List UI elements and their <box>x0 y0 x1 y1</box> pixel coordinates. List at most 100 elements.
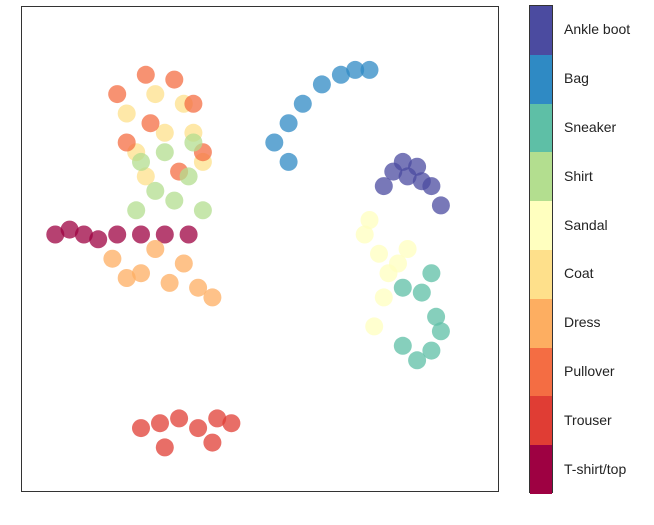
scatter-point <box>184 133 203 152</box>
colorbar-segment <box>530 396 552 446</box>
scatter-point <box>412 283 431 302</box>
colorbar-segment <box>530 152 552 202</box>
colorbar-segment <box>530 347 552 397</box>
scatter-point <box>146 240 165 258</box>
colorbar-label: Coat <box>564 265 594 282</box>
scatter-point <box>398 167 417 186</box>
scatter-point <box>108 225 127 244</box>
cluster <box>103 240 222 307</box>
cluster <box>46 220 198 249</box>
colorbar-segment <box>530 201 552 250</box>
scatter-point <box>117 133 136 152</box>
colorbar-segment <box>530 298 552 348</box>
scatter-point <box>160 273 179 292</box>
scatter-point <box>398 240 417 258</box>
scatter-point <box>60 220 79 239</box>
scatter-point <box>136 167 155 186</box>
scatter-point <box>193 201 212 220</box>
scatter-point <box>179 167 198 186</box>
colorbar-label: Sneaker <box>564 119 617 135</box>
scatter-point <box>132 225 150 244</box>
colorbar-label: T-shirt/top <box>564 460 627 477</box>
colorbar-label: Dress <box>564 314 601 331</box>
scatter-point <box>46 225 65 244</box>
scatter-point <box>146 181 165 200</box>
scatter-point <box>127 201 146 220</box>
scatter-point <box>170 409 189 428</box>
scatter-point <box>155 438 174 457</box>
scatter-point <box>222 414 241 433</box>
cluster <box>265 60 379 171</box>
scatter-point <box>370 244 388 263</box>
scatter-point <box>431 322 450 341</box>
scatter-svg <box>46 60 450 457</box>
scatter-point <box>208 409 227 428</box>
scatter-point <box>427 307 446 326</box>
scatter-point <box>74 225 93 244</box>
colorbar-segment <box>530 54 552 104</box>
scatter-point <box>155 143 174 162</box>
scatter-point <box>103 249 122 268</box>
scatter-point <box>331 65 350 84</box>
scatter-point <box>117 104 136 123</box>
colorbar-segment <box>530 103 552 153</box>
scatter-point <box>132 419 150 438</box>
colorbar-segment <box>530 6 552 55</box>
scatter-point <box>89 230 108 249</box>
scatter-point <box>146 85 165 104</box>
scatter-point <box>389 254 407 273</box>
scatter-point <box>279 152 298 171</box>
scatter-point <box>265 133 284 152</box>
scatter-point <box>184 94 203 113</box>
scatter-point <box>346 60 365 79</box>
scatter-point <box>312 75 331 94</box>
colorbar <box>529 5 553 494</box>
scatter-point <box>422 341 441 360</box>
scatter-point <box>374 288 393 307</box>
scatter-plot-area <box>21 6 499 492</box>
scatter-point <box>374 177 393 196</box>
scatter-point <box>360 60 379 79</box>
scatter-point <box>422 264 441 283</box>
scatter-point <box>203 288 222 307</box>
scatter-point <box>393 278 412 297</box>
scatter-point <box>108 85 127 104</box>
scatter-point <box>393 152 412 171</box>
scatter-point <box>165 70 184 89</box>
colorbar-label: Ankle boot <box>564 21 631 38</box>
scatter-point <box>408 351 427 370</box>
colorbar-label: Sandal <box>564 216 608 233</box>
cluster <box>374 152 450 215</box>
scatter-point <box>132 264 150 283</box>
cluster <box>393 264 450 370</box>
colorbar-label: Bag <box>564 70 589 87</box>
scatter-point <box>189 419 208 438</box>
scatter-point <box>174 254 193 273</box>
scatter-point <box>360 211 379 229</box>
scatter-point <box>132 152 150 171</box>
scatter-point <box>155 123 174 142</box>
scatter-point <box>365 317 384 336</box>
scatter-point <box>141 114 160 133</box>
cluster <box>355 211 417 336</box>
scatter-point <box>165 191 184 210</box>
scatter-point <box>393 336 412 355</box>
colorbar-segment <box>530 250 552 299</box>
scatter-point <box>117 269 136 287</box>
cluster <box>127 133 212 220</box>
scatter-point <box>293 94 312 113</box>
scatter-point <box>203 433 222 452</box>
scatter-point <box>179 225 198 244</box>
colorbar-segment <box>530 445 552 494</box>
scatter-point <box>136 65 155 84</box>
scatter-point <box>155 225 174 244</box>
scatter-point <box>412 172 431 191</box>
scatter-point <box>189 278 208 297</box>
colorbar-label: Pullover <box>564 363 615 379</box>
scatter-point <box>431 196 450 215</box>
scatter-point <box>355 225 374 244</box>
colorbar-label: Shirt <box>564 167 593 184</box>
scatter-point <box>279 114 298 133</box>
cluster <box>132 409 241 457</box>
colorbar-label: Trouser <box>564 411 612 428</box>
